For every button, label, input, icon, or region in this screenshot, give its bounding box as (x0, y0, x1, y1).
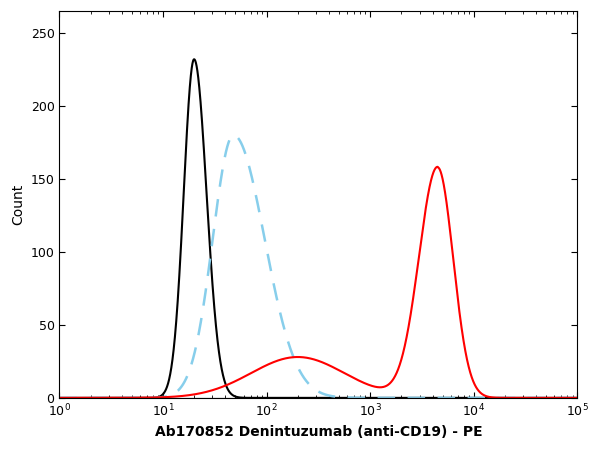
Y-axis label: Count: Count (11, 184, 25, 225)
X-axis label: Ab170852 Denintuzumab (anti-CD19) - PE: Ab170852 Denintuzumab (anti-CD19) - PE (155, 425, 482, 439)
